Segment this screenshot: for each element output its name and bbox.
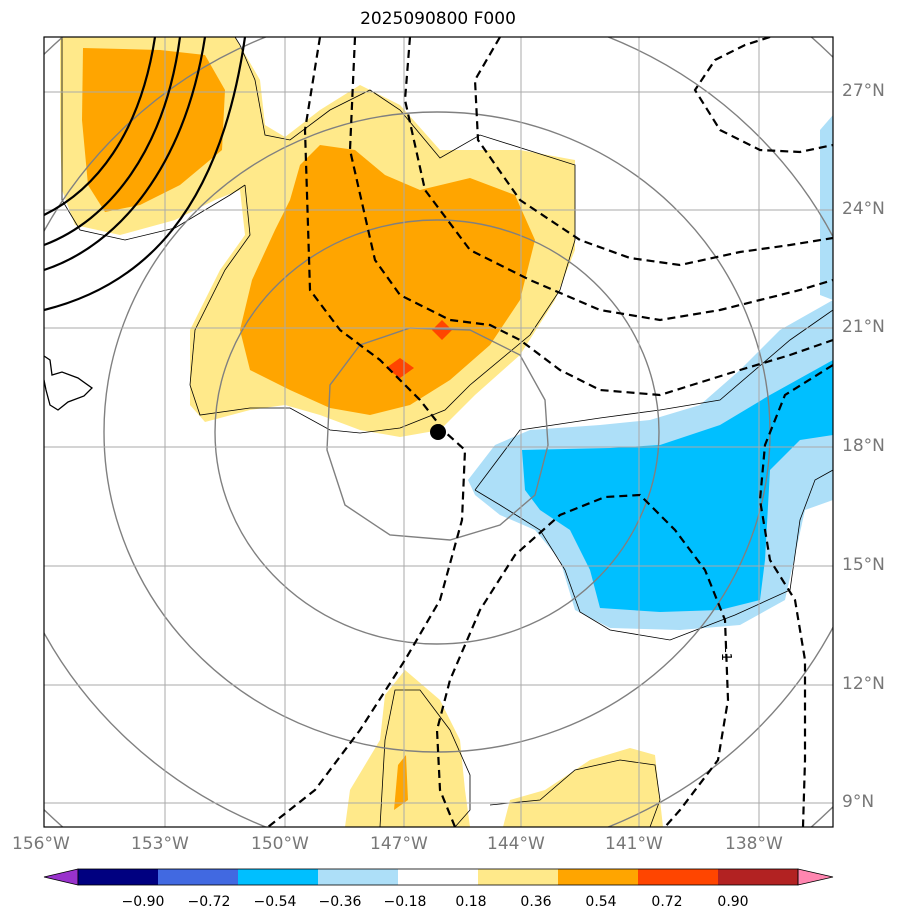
- thin-contour-center: [189, 37, 576, 434]
- solid-contour-1: [44, 37, 157, 216]
- colorbar-outline: [77, 868, 799, 886]
- thin-contour-south: [379, 689, 471, 827]
- map-border: [43, 36, 834, 828]
- colorbar-segment: [238, 869, 319, 885]
- colorbar-segment: [558, 869, 639, 885]
- lon-label-144w: 144°W: [487, 834, 545, 854]
- colorbar-tick-label: −0.90: [121, 894, 165, 910]
- hawaii-coastline: [44, 355, 94, 411]
- colorbar-segment: [158, 869, 239, 885]
- lat-label-15n: 15°N: [842, 555, 885, 575]
- solid-contour-3: [44, 37, 207, 272]
- colorbar-tick-label: −0.72: [187, 894, 231, 910]
- warm-anomaly-mid-center: [240, 145, 535, 415]
- dashed-contour-7: [435, 493, 730, 827]
- dashed-contours: [267, 37, 833, 827]
- dashed-contour-5: [693, 37, 833, 154]
- ring-2: [214, 219, 660, 645]
- lon-label-150w: 150°W: [251, 834, 309, 854]
- colorbar-tick-label: 0.36: [520, 894, 552, 910]
- lon-label-156w: 156°W: [12, 834, 70, 854]
- colorbar-tick-label: −0.18: [383, 894, 427, 910]
- warm-anomaly-light-south: [345, 670, 470, 827]
- cool-anomaly-mid: [522, 360, 833, 612]
- storm-center-marker: [430, 424, 446, 440]
- colorbar-tick-label: 0.90: [717, 894, 749, 910]
- colorbar-tick-label: −0.54: [253, 894, 297, 910]
- lon-label-138w: 138°W: [725, 834, 783, 854]
- colorbar-extend-high: [797, 868, 834, 886]
- dashed-contour-4: [473, 37, 833, 267]
- negative-anomaly-fill: [468, 115, 833, 630]
- warm-anomaly-high-2: [386, 358, 414, 378]
- solid-contours: [44, 37, 247, 312]
- lat-label-18n: 18°N: [842, 436, 885, 456]
- colorbar-segment: [478, 869, 559, 885]
- colorbar-segment: [638, 869, 719, 885]
- dashed-contour-6: [758, 364, 833, 827]
- thin-contour-cool-south: [474, 469, 833, 641]
- thin-contours: [61, 37, 833, 827]
- colorbar-tick-label: −0.36: [318, 894, 362, 910]
- lat-label-9n: 9°N: [842, 792, 875, 812]
- thin-contour-nw: [61, 37, 246, 241]
- solid-contour-2: [44, 37, 182, 247]
- colorbar-segment: [318, 869, 399, 885]
- colorbar: [43, 868, 834, 886]
- thin-contour-se: [489, 759, 661, 827]
- colorbar-segment: [398, 869, 479, 885]
- warm-anomaly-high-1: [432, 320, 452, 340]
- lon-label-147w: 147°W: [370, 834, 428, 854]
- dashed-contour-3: [403, 37, 833, 322]
- warm-anomaly-mid-nw: [82, 48, 225, 212]
- positive-anomaly-fill: [60, 37, 663, 827]
- lat-label-24n: 24°N: [842, 199, 885, 219]
- colorbar-segment: [78, 869, 159, 885]
- solid-contour-4: [44, 37, 247, 312]
- graticule: [44, 37, 833, 827]
- colorbar-segment: [718, 869, 799, 885]
- colorbar-tick-label: 0.72: [651, 894, 683, 910]
- lat-label-27n: 27°N: [842, 81, 885, 101]
- dashed-contour-2: [348, 37, 833, 397]
- colorbar-tick-label: 0.54: [585, 894, 617, 910]
- dashed-contour-track: [267, 37, 467, 827]
- cool-anomaly-light-ne: [820, 115, 833, 300]
- colorbar-tick-label: 0.18: [455, 894, 487, 910]
- contour-label: -1: [718, 648, 733, 661]
- warm-anomaly-light-se: [503, 748, 663, 827]
- thin-contour-cool: [474, 309, 833, 491]
- lon-label-141w: 141°W: [605, 834, 663, 854]
- colorbar-extend-low: [43, 868, 79, 886]
- plot-title: 2025090800 F000: [360, 9, 516, 29]
- lat-label-12n: 12°N: [842, 674, 885, 694]
- lat-label-21n: 21°N: [842, 317, 885, 337]
- lon-label-153w: 153°W: [131, 834, 189, 854]
- ring-1: [326, 327, 549, 541]
